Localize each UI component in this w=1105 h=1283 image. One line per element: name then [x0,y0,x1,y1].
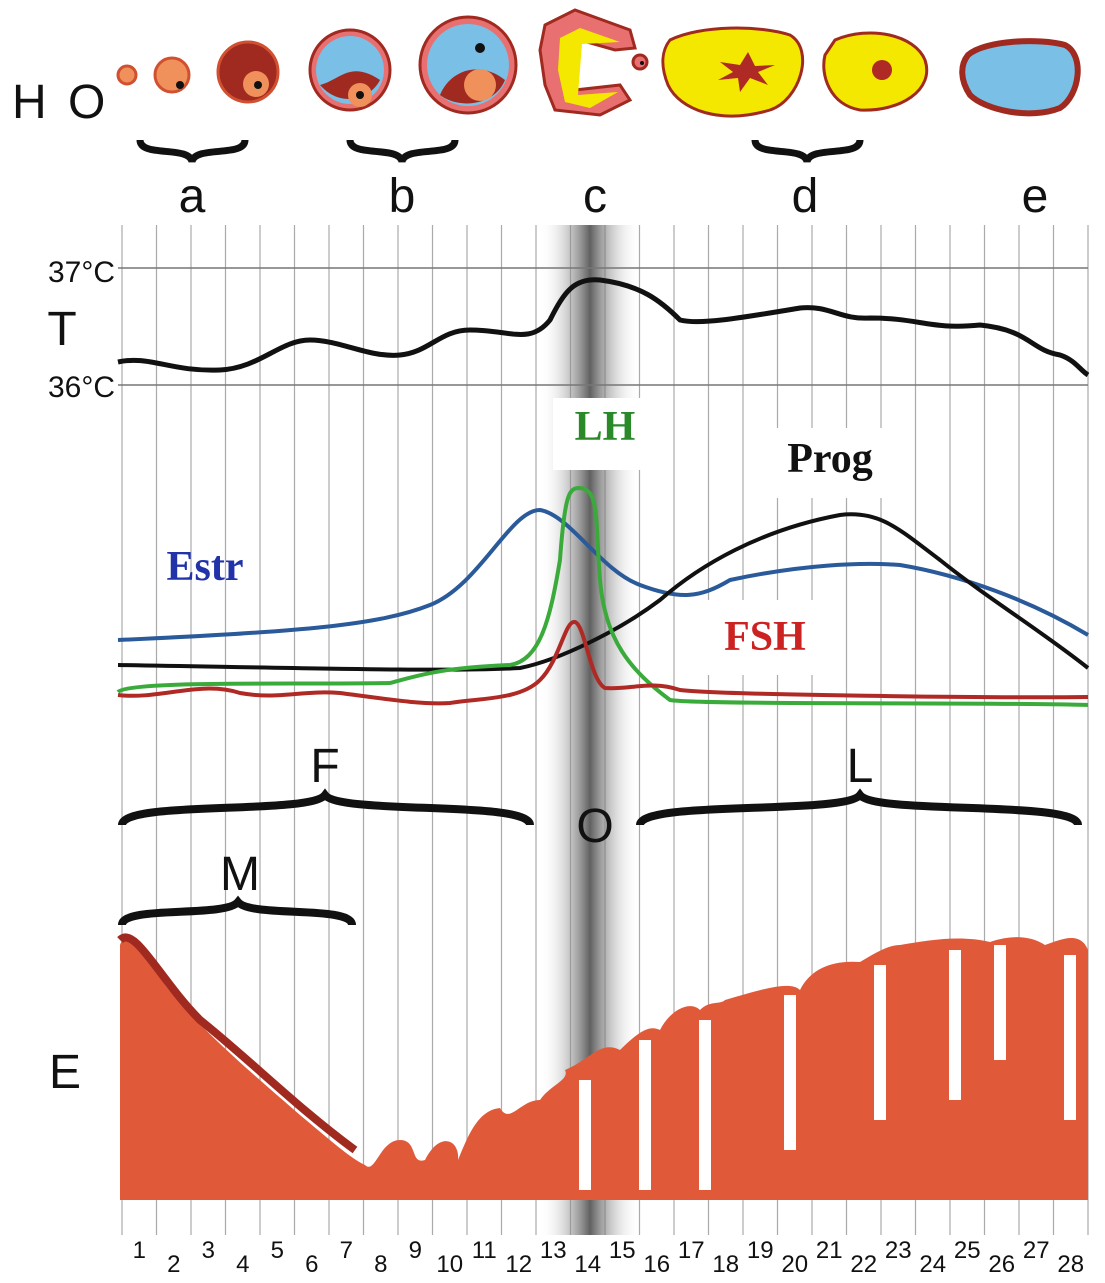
day-label: 28 [1057,1251,1084,1278]
phase-braces [118,788,1082,927]
lh-label: LH [575,404,636,450]
day-label: 7 [340,1237,353,1264]
stage-label: c [583,170,607,223]
label-bg [695,600,845,675]
ovary-label: O [68,76,105,129]
day-label: 9 [409,1237,422,1264]
day-label: 14 [574,1251,601,1278]
day-label: 15 [609,1237,636,1264]
label-bg [770,428,910,498]
stage-braces [136,138,864,164]
day-label: 4 [236,1251,249,1278]
estr-label: Estr [167,544,244,590]
stage-label: a [179,170,206,223]
day-label: 27 [1023,1237,1050,1264]
day-label: 25 [954,1237,981,1264]
label-bg [553,398,655,470]
phase-label: O [576,800,613,853]
fsh-curve [117,620,1089,706]
day-label: 18 [712,1251,739,1278]
temp-label: T [47,303,76,356]
follicle-icons [116,8,1081,118]
day-label: 23 [885,1237,912,1264]
endometrium-shape [120,937,1088,1200]
stage-label: d [792,170,819,223]
day-label: 1 [133,1237,146,1264]
day-label: 5 [271,1237,284,1264]
day-label: 6 [305,1251,318,1278]
hormone-label: H [12,76,47,129]
day-label: 20 [781,1251,808,1278]
day-label: 3 [202,1237,215,1264]
day-label: 11 [472,1237,497,1264]
temp-high: 37°C [48,256,115,289]
day-label: 13 [540,1237,567,1264]
prog-label: Prog [787,436,873,482]
fsh-label: FSH [724,614,806,660]
phase-label: M [220,848,260,901]
stage-label: b [389,170,416,223]
phase-label: L [847,740,874,793]
day-label: 26 [988,1251,1015,1278]
day-label: 8 [374,1251,387,1278]
endometrium-label: E [49,1046,81,1099]
day-label: 22 [850,1251,877,1278]
day-label: 16 [643,1251,670,1278]
progesterone-curve [117,512,1090,672]
endometrium-glands [579,945,1076,1190]
estrogen-curve [117,507,1090,642]
lh-curve [116,485,1089,707]
day-label: 2 [167,1251,180,1278]
temp-low: 36°C [48,371,115,404]
day-label: 12 [505,1251,532,1278]
day-label: 24 [919,1251,946,1278]
phase-label: F [310,740,339,793]
endometrium-shed [117,933,358,1154]
stage-label: e [1022,170,1049,223]
day-label: 19 [747,1237,774,1264]
day-label: 17 [678,1237,705,1264]
temperature-curve [117,277,1090,378]
day-label: 21 [816,1237,843,1264]
day-label: 10 [436,1251,463,1278]
